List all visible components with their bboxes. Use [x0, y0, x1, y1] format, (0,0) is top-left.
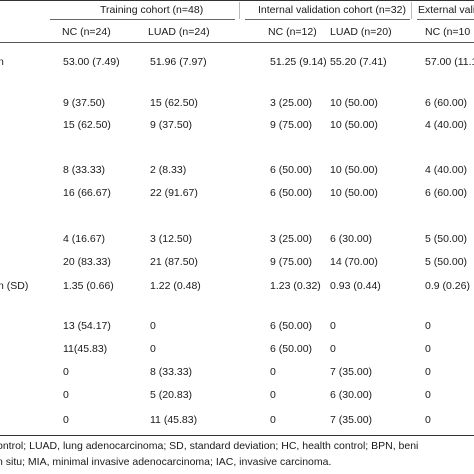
- footnote-line-2: n situ; MIA, minimal invasive adenocarci…: [0, 456, 332, 468]
- table-cell: 1.22 (0.48): [150, 280, 201, 292]
- table-cell: 0: [270, 366, 276, 378]
- table-cell: 0: [270, 389, 276, 401]
- table-row: 15 (62.50) 9 (37.50) 9 (75.00) 10 (50.00) 4 …: [0, 119, 474, 133]
- table-cell: 5 (50.00): [425, 233, 468, 245]
- table-cell: 0: [150, 343, 156, 355]
- table-cell: 10 (50.00): [330, 119, 378, 131]
- table-cell: 0: [425, 366, 431, 378]
- table-cell: 7 (35.00): [330, 414, 373, 426]
- table-row: 11(45.83) 0 6 (50.00) 0 0: [0, 343, 474, 357]
- table-cell: 57.00 (11.1: [425, 56, 474, 68]
- table-cell: 6 (60.00): [425, 187, 468, 199]
- header-bottom-rule: [0, 42, 474, 43]
- table-cell: 0: [330, 320, 336, 332]
- subheader-luad-internal: LUAD (n=20): [330, 26, 392, 38]
- table-cell: 7 (35.00): [330, 366, 373, 378]
- table-cell: 0: [425, 389, 431, 401]
- table-cell: 6 (60.00): [425, 97, 468, 109]
- table-cell: 0: [63, 366, 69, 378]
- table-row: 20 (83.33) 21 (87.50) 9 (75.00) 14 (70.00) 5…: [0, 256, 474, 270]
- table-cell: 4 (16.67): [63, 233, 106, 245]
- footnote-line-1: ontrol; LUAD, lung adenocarcinoma; SD, s…: [0, 440, 419, 452]
- table-cell: 3 (25.00): [270, 233, 313, 245]
- subheader-luad-training: LUAD (n=24): [148, 26, 210, 38]
- table-cell: 5 (50.00): [425, 256, 468, 268]
- table-cell: 16 (66.67): [63, 187, 111, 199]
- table-cell: 0: [425, 343, 431, 355]
- row-label: n: [0, 56, 4, 68]
- table-cell: 4 (40.00): [425, 119, 468, 131]
- table-row: n 53.00 (7.49) 51.96 (7.97) 51.25 (9.14) 55.…: [0, 56, 474, 70]
- table-cell: 2 (8.33): [150, 164, 187, 176]
- table-cell: 10 (50.00): [330, 164, 378, 176]
- table-row: 8 (33.33) 2 (8.33) 6 (50.00) 10 (50.00) 4 (4…: [0, 164, 474, 178]
- group-underline-external: [417, 19, 474, 20]
- subheader-nc-external: NC (n=10: [425, 26, 471, 38]
- table-cell: 0.9 (0.26): [425, 280, 470, 292]
- table-row: 4 (16.67) 3 (12.50) 3 (25.00) 6 (30.00) 5 (5…: [0, 233, 474, 247]
- table-cell: 1.23 (0.32): [270, 280, 321, 292]
- table-bottom-rule: [0, 435, 474, 436]
- table-cell: 11(45.83): [63, 343, 108, 355]
- table-cell: 9 (37.50): [63, 97, 106, 109]
- table-cell: 3 (12.50): [150, 233, 193, 245]
- table-cell: 55.20 (7.41): [330, 56, 387, 68]
- group-header-external: External vali: [418, 4, 474, 16]
- table-cell: 15 (62.50): [150, 97, 198, 109]
- table-cell: 21 (87.50): [150, 256, 198, 268]
- table-cell: 51.25 (9.14): [270, 56, 327, 68]
- group-header-training: Training cohort (n=48): [100, 4, 204, 16]
- table-cell: 6 (50.00): [270, 343, 313, 355]
- table-cell: 0: [63, 389, 69, 401]
- subheader-nc-training: NC (n=24): [62, 26, 111, 38]
- table-cell: 0: [270, 414, 276, 426]
- table-row: 13 (54.17) 0 6 (50.00) 0 0: [0, 320, 474, 334]
- table-cell: 8 (33.33): [63, 164, 106, 176]
- table-cell: 10 (50.00): [330, 187, 378, 199]
- table-cell: 0: [150, 320, 156, 332]
- table-row: 16 (66.67) 22 (91.67) 6 (50.00) 10 (50.00) 6…: [0, 187, 474, 201]
- table-cell: 13 (54.17): [63, 320, 111, 332]
- table-cell: 1.35 (0.66): [63, 280, 114, 292]
- table-cell: 9 (75.00): [270, 256, 313, 268]
- row-label: n (SD): [0, 280, 29, 292]
- table-cell: 6 (30.00): [330, 233, 373, 245]
- group-underline-internal: [245, 19, 410, 20]
- table-row: 0 8 (33.33) 0 7 (35.00) 0: [0, 366, 474, 380]
- table-cell: 6 (50.00): [270, 320, 313, 332]
- table-cell: 14 (70.00): [330, 256, 378, 268]
- table-cell: 20 (83.33): [63, 256, 111, 268]
- subheader-nc-internal: NC (n=12): [268, 26, 317, 38]
- table-cell: 53.00 (7.49): [63, 56, 120, 68]
- table-cell: 9 (37.50): [150, 119, 193, 131]
- table-top-rule: [0, 0, 474, 1]
- table-cell: 0: [425, 414, 431, 426]
- table-cell: 4 (40.00): [425, 164, 468, 176]
- table-row: n (SD) 1.35 (0.66) 1.22 (0.48) 1.23 (0.32) 0…: [0, 280, 474, 294]
- table-cell: 6 (50.00): [270, 187, 313, 199]
- table-cell: 0: [63, 414, 69, 426]
- group-separator-1: [239, 2, 240, 19]
- table-cell: 0: [330, 343, 336, 355]
- table-row: 0 5 (20.83) 0 6 (30.00) 0: [0, 389, 474, 403]
- table-cell: 15 (62.50): [63, 119, 111, 131]
- table-cell: 11 (45.83): [150, 414, 198, 426]
- table-cell: 9 (75.00): [270, 119, 313, 131]
- table-cell: 10 (50.00): [330, 97, 378, 109]
- table-cell: 22 (91.67): [150, 187, 198, 199]
- group-underline-training: [50, 19, 235, 20]
- table-cell: 6 (30.00): [330, 389, 373, 401]
- table-cell: 6 (50.00): [270, 164, 313, 176]
- table-cell: 0: [425, 320, 431, 332]
- table-cell: 8 (33.33): [150, 366, 193, 378]
- table-row: 9 (37.50) 15 (62.50) 3 (25.00) 10 (50.00) 6 …: [0, 97, 474, 111]
- group-header-internal: Internal validation cohort (n=32): [258, 4, 406, 16]
- table-cell: 51.96 (7.97): [150, 56, 207, 68]
- table-cell: 3 (25.00): [270, 97, 313, 109]
- table-cell: 0.93 (0.44): [330, 280, 381, 292]
- group-separator-2: [411, 2, 412, 19]
- table-row: 0 11 (45.83) 0 7 (35.00) 0: [0, 414, 474, 428]
- table-cell: 5 (20.83): [150, 389, 193, 401]
